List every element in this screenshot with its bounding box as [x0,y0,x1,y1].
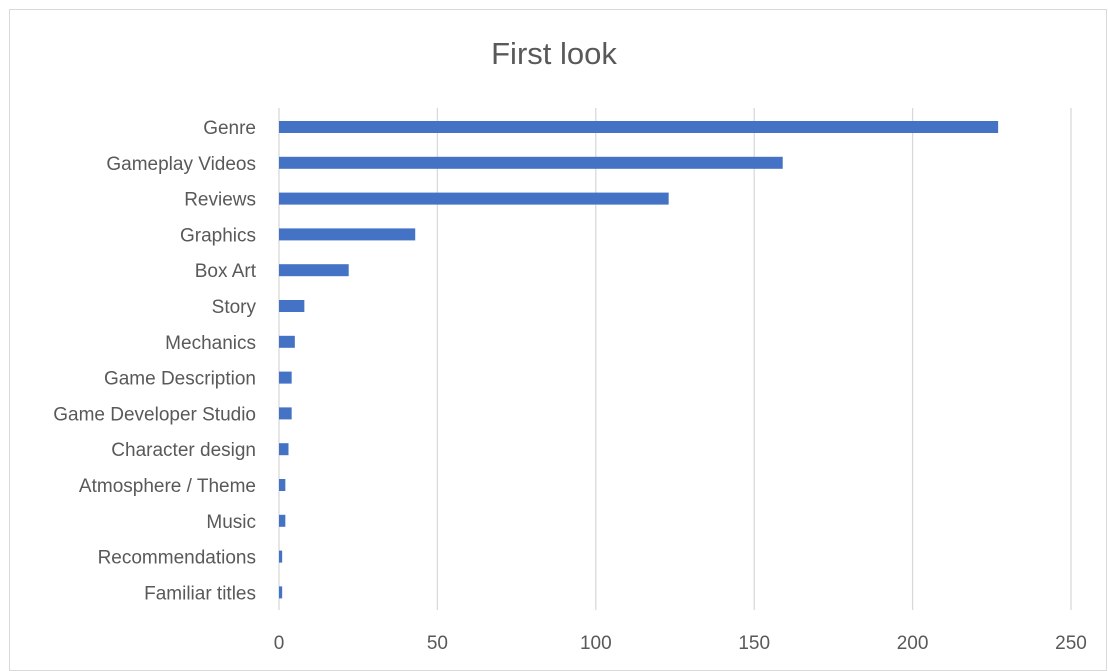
category-label-box-art: Box Art [195,261,257,282]
x-tick-label-100: 100 [580,633,612,654]
x-tick-label-50: 50 [427,633,448,654]
bar-familiar-titles [279,586,283,599]
category-label-mechanics: Mechanics [165,333,256,354]
bar-atmosphere-theme [279,479,286,491]
category-label-story: Story [212,297,257,318]
category-label-character-design: Character design [111,440,256,461]
gridlines [278,108,1072,610]
x-tick-labels: 0 50 100 150 200 250 [274,633,1087,654]
category-labels: Genre Gameplay Videos Reviews Graphics Box A… [53,118,257,604]
bar-story [279,300,305,312]
category-label-familiar-titles: Familiar titles [144,583,256,604]
bar-game-developer-studio [279,407,292,420]
bar-music [279,514,286,527]
bar-reviews [279,192,669,205]
bar-box-art [279,264,349,277]
x-tick-label-0: 0 [274,633,285,654]
bar-character-design [279,443,289,456]
category-label-game-developer-studio: Game Developer Studio [53,404,256,425]
category-label-genre: Genre [203,118,256,139]
category-label-recommendations: Recommendations [98,548,256,569]
chart-title: First look [491,36,617,71]
bar-graphics [279,228,416,241]
category-label-graphics: Graphics [180,225,256,246]
category-label-reviews: Reviews [184,190,256,211]
category-label-gameplay-videos: Gameplay Videos [106,154,256,175]
category-label-music: Music [206,512,256,533]
chart-frame [9,9,1107,671]
bar-recommendations [279,550,283,563]
bar-game-description [279,371,292,384]
bar-genre [279,121,999,133]
x-tick-label-250: 250 [1055,633,1087,654]
category-label-game-description: Game Description [104,369,256,390]
bars [279,121,999,599]
bar-gameplay-videos [279,156,783,169]
category-label-atmosphere-theme: Atmosphere / Theme [79,476,256,497]
x-tick-label-200: 200 [897,633,929,654]
x-tick-label-150: 150 [738,633,770,654]
bar-mechanics [279,335,295,348]
